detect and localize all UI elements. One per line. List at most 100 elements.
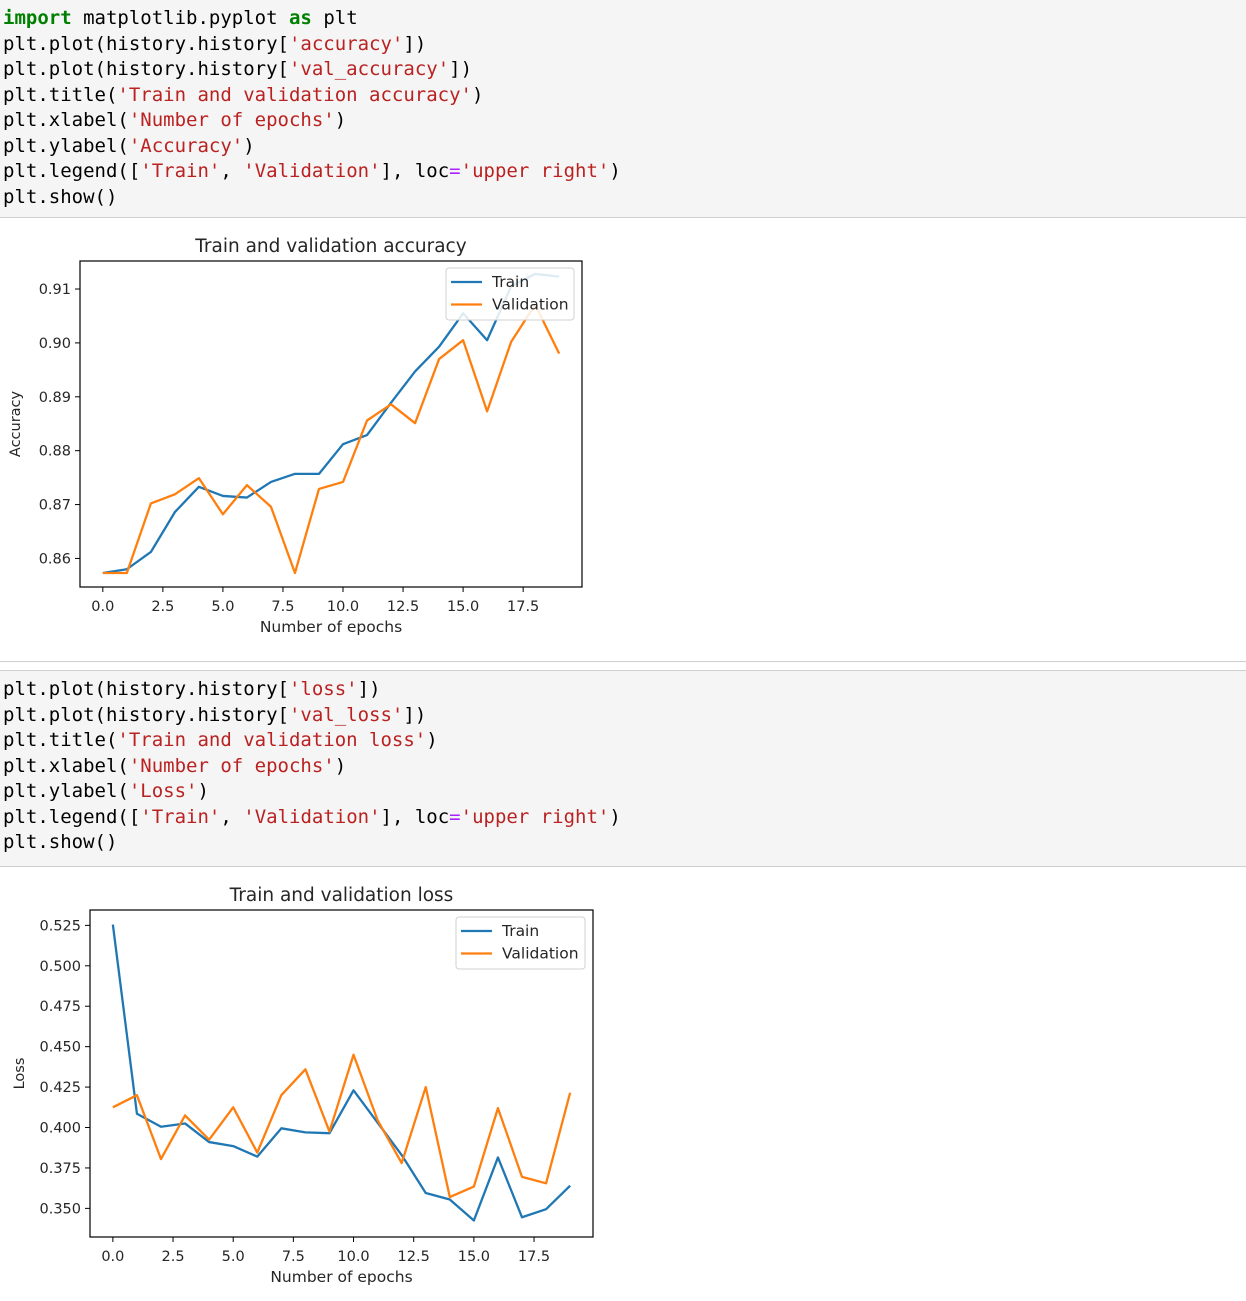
x-axis-label: Number of epochs (270, 1268, 412, 1286)
series-line-validation (112, 1053, 572, 1199)
y-tick-label: 0.375 (39, 1161, 81, 1177)
legend-label-train: Train (501, 922, 539, 940)
code-token: ], loc (380, 805, 450, 828)
x-tick-label: 0.0 (101, 1249, 124, 1265)
code-token: plt.plot(history.history[ (3, 32, 289, 55)
code-line: plt.xlabel('Number of epochs') (3, 754, 346, 779)
code-line: plt.ylabel('Accuracy') (3, 134, 255, 159)
x-tick-label: 5.0 (211, 599, 234, 615)
code-token: 'val_accuracy' (288, 58, 450, 80)
code-token: 'accuracy' (288, 32, 404, 55)
x-axis-label: Number of epochs (260, 618, 402, 636)
code-token: ) (426, 729, 438, 751)
x-tick-label: 10.0 (327, 599, 359, 615)
code-token: ) (334, 109, 347, 131)
series-line-train (111, 924, 571, 1222)
y-tick-label: 0.500 (39, 959, 81, 975)
code-token: = (449, 805, 461, 828)
code-cell-loss[interactable]: plt.plot(history.history['loss']) plt.plo… (0, 670, 1246, 867)
code-token: ) (472, 83, 484, 106)
series-line-validation (102, 303, 561, 575)
cell-separator (0, 661, 1246, 662)
chart-title: Train and validation loss (229, 885, 454, 906)
x-tick-label: 2.5 (161, 1249, 184, 1265)
code-token: import (3, 7, 72, 29)
x-tick-label: 12.5 (387, 599, 419, 615)
code-token: matplotlib.pyplot (71, 7, 289, 29)
code-token: 'Accuracy' (128, 134, 244, 157)
y-axis-label: Loss (12, 1058, 28, 1090)
code-line: plt.show() (3, 185, 117, 210)
code-token: plt.xlabel( (3, 109, 129, 131)
y-tick-label: 0.350 (39, 1201, 81, 1217)
x-tick-label: 17.5 (507, 599, 539, 615)
code-token: ) (334, 754, 347, 777)
code-token: plt.ylabel( (3, 134, 129, 157)
accuracy-plot-output: Train and validation accuracy 0.0 2.5 5.0 7.… (0, 226, 600, 650)
code-token: plt.title( (3, 83, 118, 106)
x-tick-label: 15.0 (458, 1249, 490, 1265)
x-tick-label: 0.0 (91, 599, 114, 615)
code-token: 'Train' (140, 805, 221, 828)
legend-label-validation: Validation (502, 945, 579, 963)
code-token: 'Train and validation accuracy' (117, 83, 472, 106)
code-token: 'Train' (140, 160, 221, 182)
y-tick-label: 0.87 (39, 498, 71, 514)
code-token: plt.ylabel( (3, 780, 129, 802)
legend-label-train: Train (491, 273, 529, 291)
code-token: ) (609, 160, 621, 182)
x-tick-label: 7.5 (271, 599, 294, 615)
x-tick-label: 17.5 (518, 1249, 550, 1265)
code-token: 'Loss' (128, 780, 198, 802)
y-tick-label: 0.475 (39, 999, 81, 1015)
code-token: plt.plot(history.history[ (3, 703, 289, 726)
code-token: ) (609, 805, 621, 828)
code-token: ) (243, 134, 255, 157)
code-line: plt.title('Train and validation accuracy… (3, 83, 483, 108)
y-tick-label: 0.90 (39, 336, 71, 352)
code-token: plt.show() (3, 185, 118, 208)
y-axis-label: Accuracy (8, 390, 24, 457)
code-token: 'Number of epochs' (128, 754, 335, 777)
code-token: plt.title( (3, 729, 118, 751)
y-tick-label: 0.86 (39, 551, 71, 567)
y-tick-label: 0.525 (39, 918, 81, 934)
code-line: plt.legend(['Train', 'Validation'], loc=… (3, 159, 621, 184)
x-tick-label: 5.0 (222, 1249, 245, 1265)
y-tick-label: 0.91 (39, 282, 71, 298)
code-token: ]) (403, 703, 427, 726)
code-line: plt.plot(history.history['accuracy']) (3, 32, 426, 57)
code-line: plt.legend(['Train', 'Validation'], loc=… (3, 805, 621, 830)
code-line: plt.title('Train and validation loss') (3, 728, 438, 753)
accuracy-chart: Train and validation accuracy 0.0 2.5 5.0 7.… (8, 236, 583, 636)
code-token: , (220, 160, 244, 182)
code-line: plt.plot(history.history['val_accuracy']… (3, 57, 472, 82)
chart-title: Train and validation accuracy (194, 236, 466, 257)
code-line: plt.plot(history.history['loss']) (3, 677, 381, 702)
x-tick-label: 2.5 (151, 599, 174, 615)
legend-label-validation: Validation (492, 296, 569, 314)
code-line: plt.xlabel('Number of epochs') (3, 108, 346, 133)
code-token: 'Validation' (243, 160, 381, 182)
code-token: 'Number of epochs' (128, 109, 335, 131)
y-tick-label: 0.88 (39, 444, 71, 460)
code-token: ]) (449, 58, 473, 80)
code-token: 'Train and validation loss' (117, 729, 427, 751)
y-tick-label: 0.450 (39, 1040, 81, 1056)
code-token: plt.show() (3, 831, 118, 853)
code-token: plt.legend([ (3, 160, 141, 182)
code-token: ]) (357, 678, 381, 700)
code-token: ], loc (380, 160, 450, 182)
x-tick-label: 12.5 (398, 1249, 430, 1265)
x-tick-label: 15.0 (447, 599, 479, 615)
code-cell-accuracy[interactable]: import matplotlib.pyplot as plt plt.plot(… (0, 0, 1246, 218)
code-token: plt (311, 7, 358, 29)
code-token: 'upper right' (460, 160, 610, 182)
y-tick-label: 0.400 (39, 1121, 81, 1137)
code-token: ) (197, 780, 209, 802)
series-line-train (102, 272, 560, 575)
code-token: plt.plot(history.history[ (3, 678, 289, 700)
code-token: 'Validation' (243, 805, 381, 828)
code-token: as (288, 7, 312, 29)
code-token: plt.legend([ (3, 805, 141, 828)
